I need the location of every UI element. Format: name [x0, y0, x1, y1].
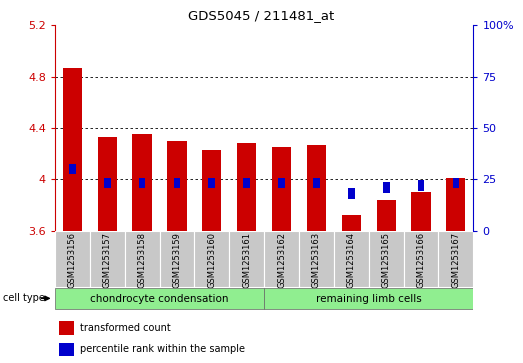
Bar [446, 178, 465, 231]
Text: percentile rank within the sample: percentile rank within the sample [80, 344, 245, 354]
Text: GSM1253167: GSM1253167 [451, 232, 460, 288]
Bar [307, 144, 326, 231]
Bar [167, 141, 187, 231]
Bar [229, 231, 264, 287]
Text: GSM1253157: GSM1253157 [103, 232, 112, 288]
Text: GSM1253163: GSM1253163 [312, 232, 321, 288]
Bar [383, 182, 390, 192]
Bar [63, 68, 82, 231]
Bar [195, 231, 229, 287]
Bar [209, 178, 215, 188]
Text: GSM1253162: GSM1253162 [277, 232, 286, 288]
Bar [412, 192, 430, 231]
Bar [272, 147, 291, 231]
Bar [452, 178, 459, 188]
Bar [202, 150, 221, 231]
Text: chondrocyte condensation: chondrocyte condensation [90, 294, 229, 303]
Bar [132, 134, 152, 231]
Text: cell type: cell type [3, 293, 44, 303]
Bar [160, 231, 195, 287]
Bar [139, 178, 145, 188]
Text: GSM1253166: GSM1253166 [416, 232, 426, 288]
Bar [404, 231, 438, 287]
Bar [264, 231, 299, 287]
Bar [90, 231, 124, 287]
Bar [98, 137, 117, 231]
Bar [438, 231, 473, 287]
Text: transformed count: transformed count [80, 323, 171, 333]
Bar [69, 164, 76, 174]
Text: GSM1253159: GSM1253159 [173, 232, 181, 288]
Bar [55, 288, 264, 309]
Bar [124, 231, 160, 287]
Bar [243, 178, 250, 188]
Bar [264, 288, 473, 309]
Text: GSM1253158: GSM1253158 [138, 232, 146, 288]
Bar [59, 322, 74, 335]
Bar [334, 231, 369, 287]
Bar [237, 143, 256, 231]
Bar [377, 200, 396, 231]
Bar [299, 231, 334, 287]
Bar [174, 178, 180, 188]
Text: GDS5045 / 211481_at: GDS5045 / 211481_at [188, 9, 335, 22]
Bar [59, 343, 74, 356]
Bar [369, 231, 404, 287]
Bar [55, 231, 90, 287]
Bar [418, 180, 424, 191]
Bar [313, 178, 320, 188]
Bar [348, 188, 355, 199]
Bar [278, 178, 285, 188]
Text: GSM1253156: GSM1253156 [68, 232, 77, 288]
Text: GSM1253165: GSM1253165 [382, 232, 391, 288]
Bar [342, 215, 361, 231]
Bar [104, 178, 110, 188]
Text: GSM1253160: GSM1253160 [207, 232, 217, 288]
Text: GSM1253164: GSM1253164 [347, 232, 356, 288]
Text: remaining limb cells: remaining limb cells [316, 294, 422, 303]
Text: GSM1253161: GSM1253161 [242, 232, 251, 288]
